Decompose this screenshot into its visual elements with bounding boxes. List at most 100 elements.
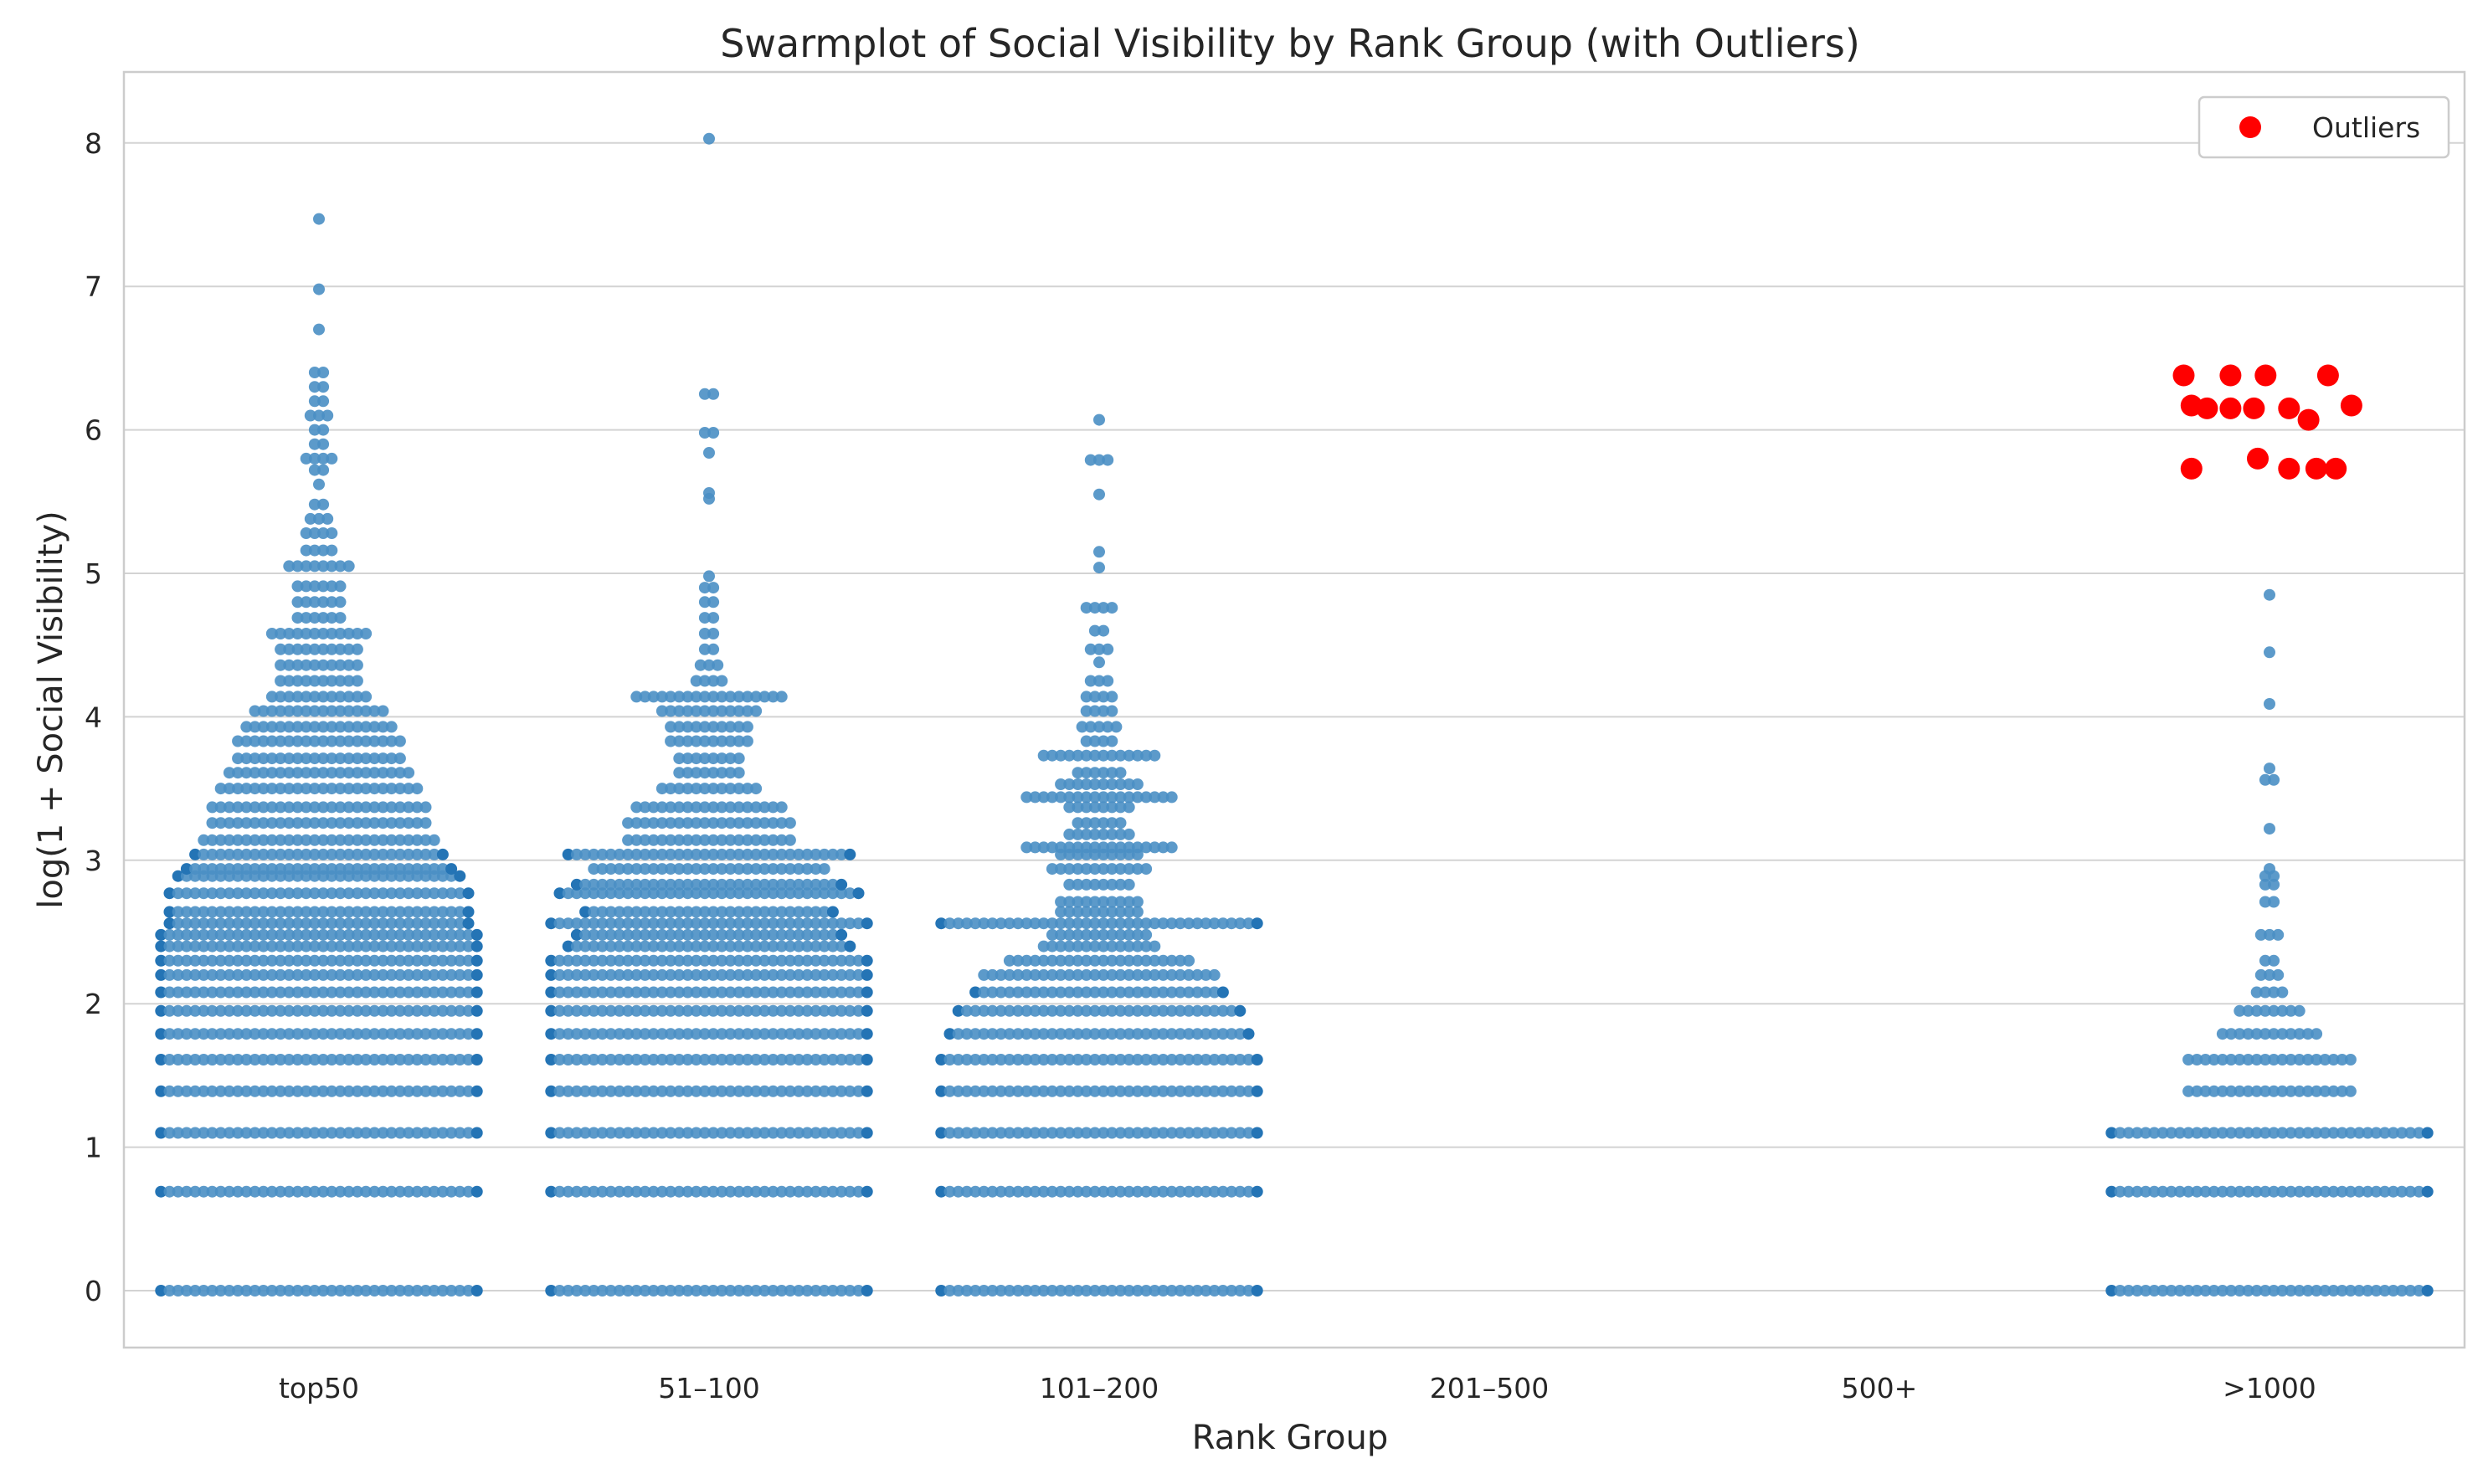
swarm-point — [206, 1285, 218, 1297]
swarm-point — [604, 1285, 617, 1297]
swarm-point — [1140, 940, 1153, 953]
swarm-point — [445, 917, 458, 930]
swarm-point — [986, 1285, 999, 1297]
swarm-point — [784, 940, 796, 953]
swarm-point — [681, 752, 694, 765]
swarm-point — [198, 986, 210, 999]
swarm-point — [724, 735, 737, 747]
swarm-point — [1157, 841, 1169, 854]
swarm-point — [1123, 863, 1135, 876]
swarm-point — [206, 917, 218, 930]
swarm-point — [232, 968, 244, 981]
swarm-point — [1106, 801, 1118, 814]
swarm-point — [317, 659, 330, 671]
swarm-point — [741, 848, 753, 860]
swarm-point — [2216, 1127, 2228, 1139]
swarm-point — [163, 917, 176, 930]
swarm-point — [681, 968, 694, 981]
swarm-point — [1046, 928, 1058, 941]
swarm-point — [647, 691, 660, 703]
swarm-point — [622, 1185, 635, 1198]
swarm-point — [2264, 646, 2275, 659]
swarm-point — [232, 1028, 244, 1040]
swarm-point — [360, 986, 373, 999]
swarm-point — [275, 817, 287, 829]
swarm-point — [741, 721, 753, 733]
swarm-point — [707, 721, 720, 733]
swarm-point — [206, 1085, 218, 1097]
swarm-point — [750, 863, 763, 876]
swarm-point — [1003, 1185, 1015, 1198]
swarm-point — [360, 1127, 373, 1139]
swarm-point — [2344, 1285, 2357, 1297]
swarm-point — [1226, 1285, 1238, 1297]
swarm-point — [462, 1028, 475, 1040]
swarm-point — [1012, 1054, 1025, 1066]
swarm-point — [275, 1127, 287, 1139]
swarm-point — [283, 817, 296, 829]
swarm-point — [1080, 791, 1092, 804]
swarm-point — [291, 968, 304, 981]
swarm-point — [2268, 773, 2280, 786]
swarm-point — [1046, 1028, 1058, 1040]
swarm-point — [342, 954, 355, 967]
swarm-point — [1088, 940, 1101, 953]
swarm-point — [470, 1127, 483, 1139]
swarm-point — [703, 570, 715, 583]
swarm-point — [155, 986, 167, 999]
swarm-point — [673, 887, 686, 900]
swarm-point — [1037, 1185, 1050, 1198]
swarm-point — [419, 928, 432, 941]
swarm-point — [2344, 1054, 2357, 1066]
swarm-point — [1088, 968, 1101, 981]
swarm-point — [326, 705, 338, 717]
swarm-point — [604, 906, 617, 918]
swarm-point — [852, 1004, 865, 1017]
swarm-point — [681, 691, 694, 703]
swarm-point — [1020, 1285, 1033, 1297]
swarm-point — [163, 954, 176, 967]
swarm-point — [1165, 954, 1178, 967]
swarm-point — [300, 1028, 312, 1040]
swarm-point — [249, 721, 261, 733]
y-tick-label: 8 — [85, 127, 102, 160]
swarm-point — [698, 817, 711, 829]
swarm-point — [368, 1185, 381, 1198]
swarm-point — [1080, 917, 1092, 930]
swarm-point — [767, 1004, 779, 1017]
x-tick-label: top50 — [279, 1372, 359, 1404]
swarm-point — [2268, 1054, 2280, 1066]
swarm-point — [810, 940, 822, 953]
swarm-point — [317, 1285, 330, 1297]
swarm-point — [835, 1004, 848, 1017]
swarm-point — [665, 887, 677, 900]
swarm-point — [733, 954, 745, 967]
swarm-point — [1097, 705, 1110, 717]
swarm-point — [445, 968, 458, 981]
swarm-point — [733, 817, 745, 829]
swarm-point — [1200, 917, 1212, 930]
swarm-point — [1063, 1285, 1076, 1297]
swarm-point — [1020, 954, 1033, 967]
swarm-point — [265, 1285, 278, 1297]
swarm-point — [317, 1054, 330, 1066]
x-axis-label: Rank Group — [1192, 1419, 1388, 1457]
swarm-point — [385, 1127, 398, 1139]
swarm-point — [2268, 986, 2280, 999]
swarm-point — [368, 986, 381, 999]
swarm-point — [403, 834, 415, 846]
swarm-point — [317, 917, 330, 930]
swarm-point — [2285, 1085, 2297, 1097]
swarm-point — [665, 1004, 677, 1017]
swarm-point — [1183, 1127, 1195, 1139]
swarm-point — [826, 986, 839, 999]
swarm-point — [283, 848, 296, 860]
swarm-point — [750, 878, 763, 891]
swarm-point — [793, 986, 805, 999]
swarm-point — [368, 1028, 381, 1040]
swarm-point — [334, 735, 347, 747]
swarm-point — [265, 863, 278, 876]
swarm-point — [2148, 1285, 2161, 1297]
swarm-point — [2336, 1127, 2348, 1139]
swarm-point — [172, 1004, 184, 1017]
